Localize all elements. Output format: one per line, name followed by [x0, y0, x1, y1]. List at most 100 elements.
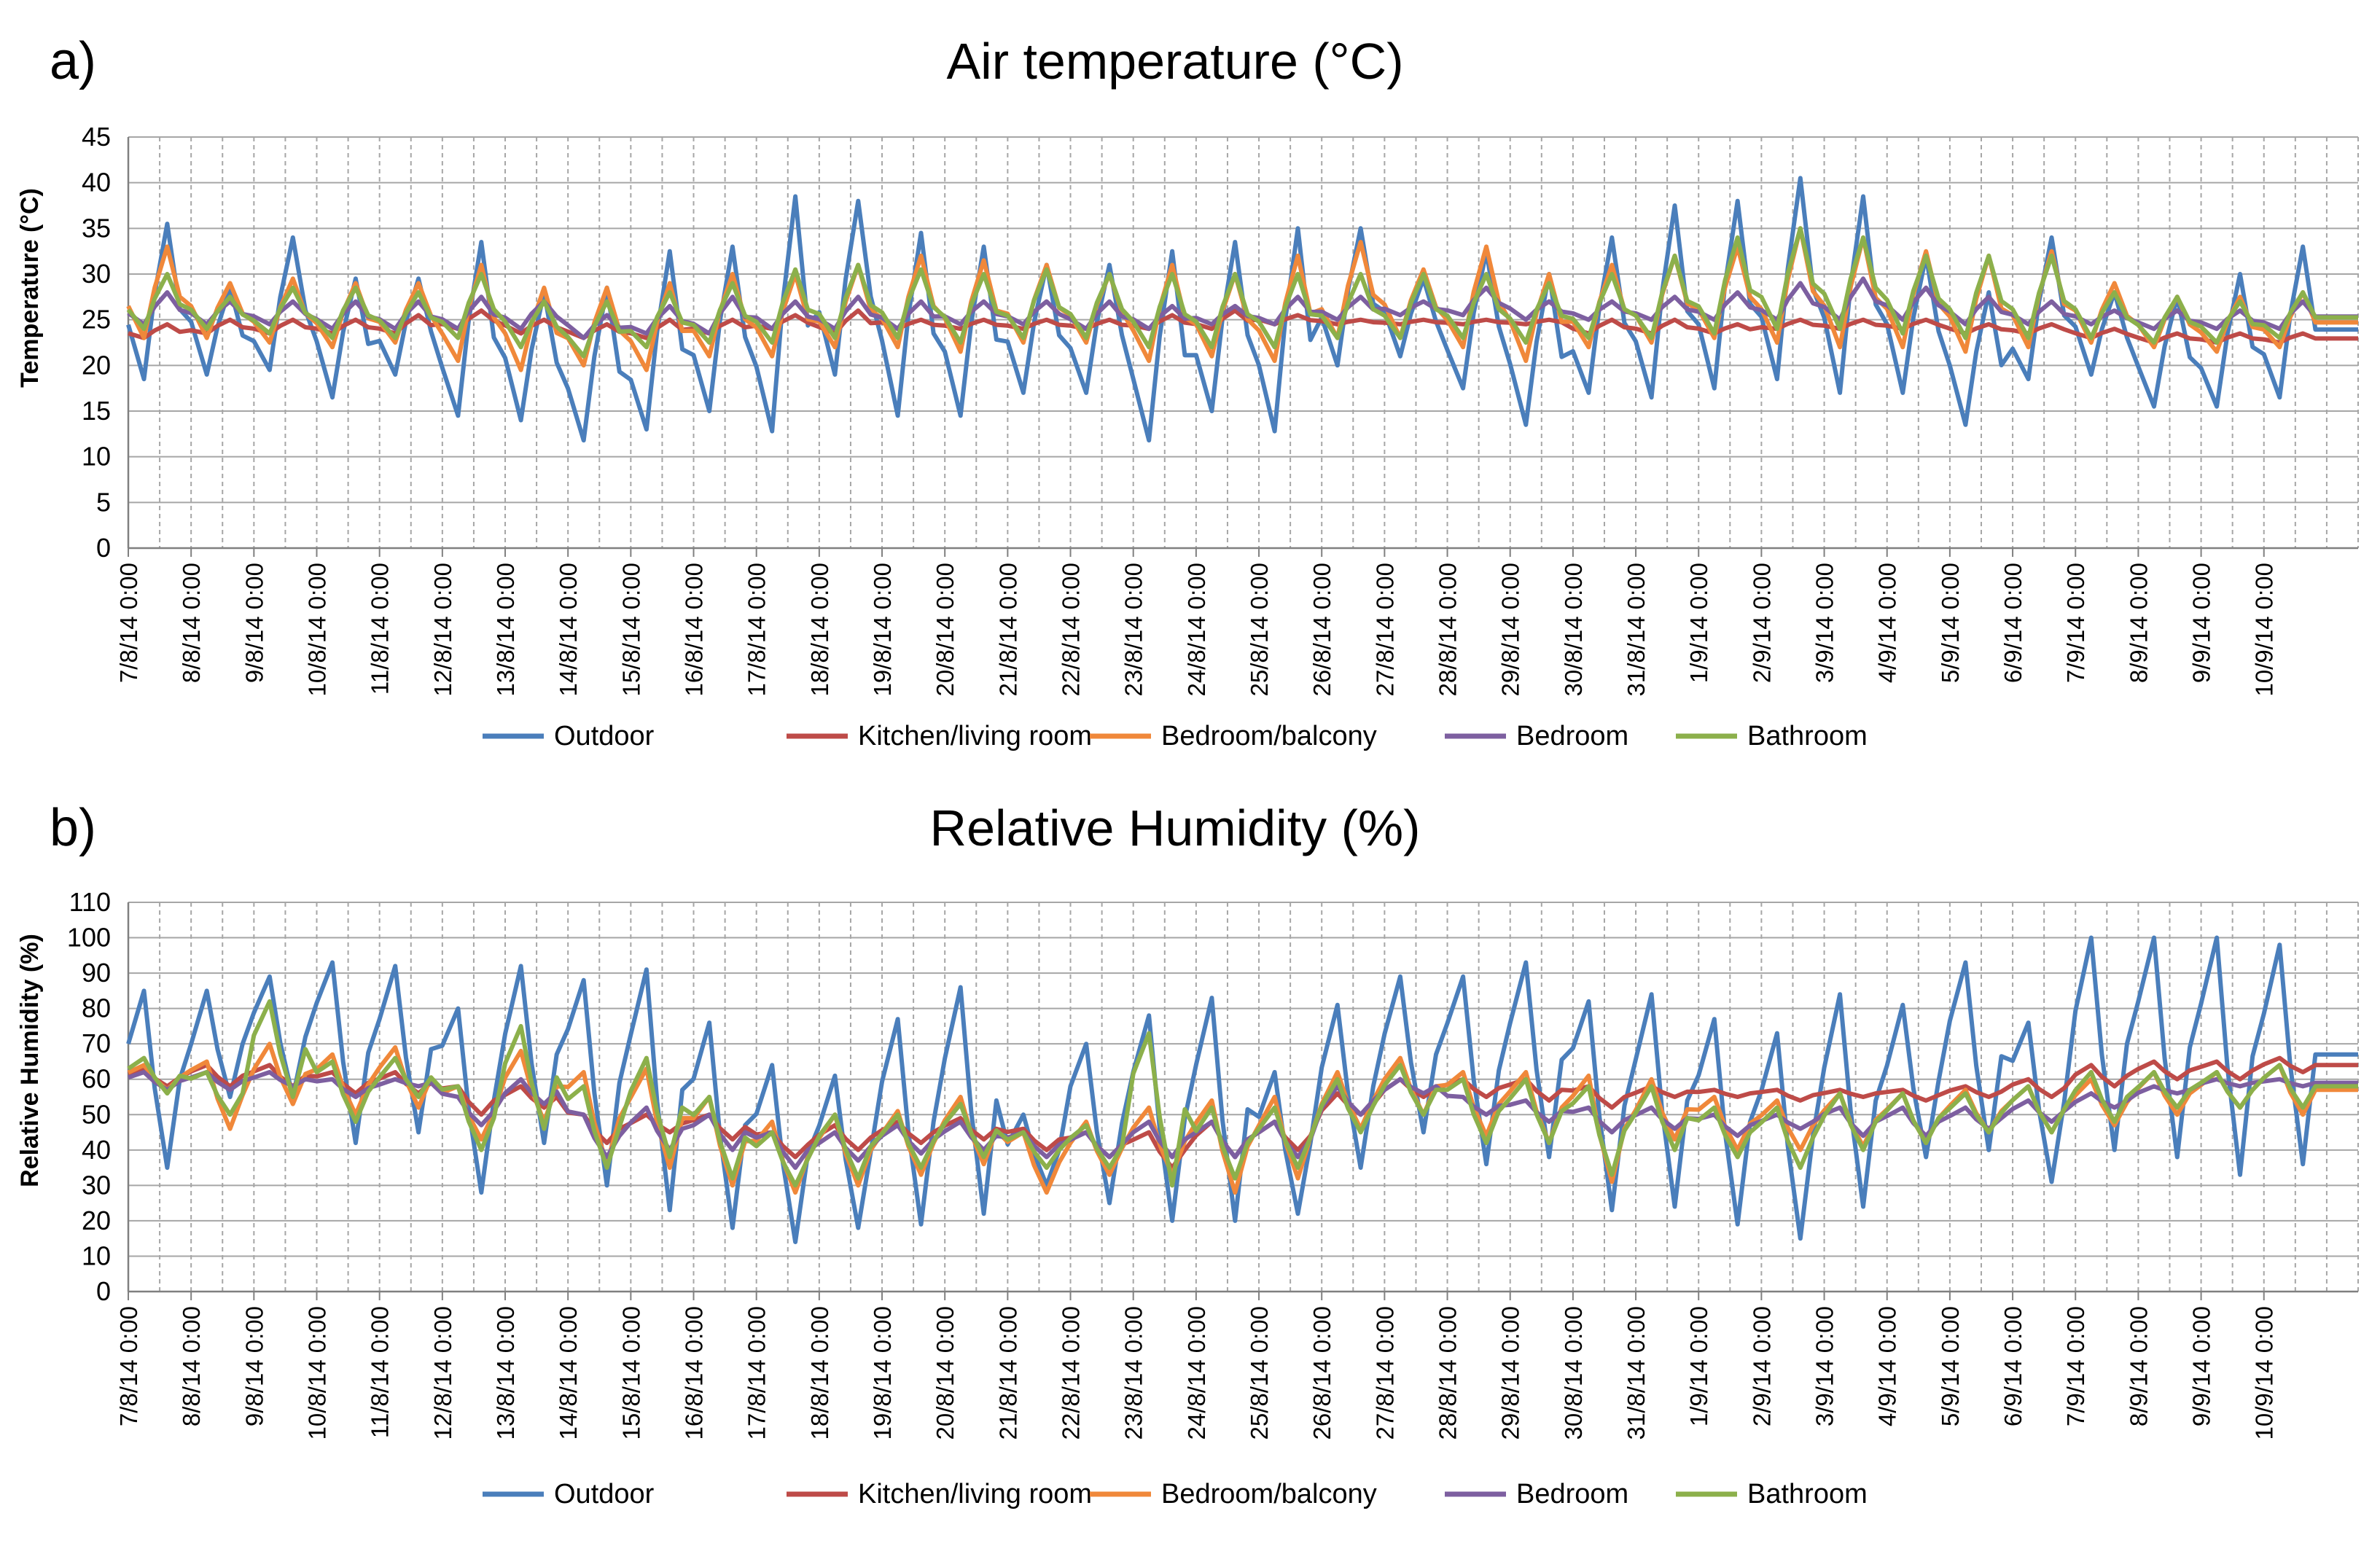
x-tick-label: 7/9/14 0:00	[2062, 563, 2089, 683]
x-tick-label: 31/8/14 0:00	[1623, 1306, 1650, 1440]
chart-title-humidity: Relative Humidity (%)	[930, 800, 1421, 856]
x-tick-label: 4/9/14 0:00	[1874, 563, 1901, 683]
x-tick-label: 5/9/14 0:00	[1937, 1306, 1964, 1426]
series-line-outdoor	[126, 176, 2358, 443]
x-tick-label: 6/9/14 0:00	[1999, 1306, 2026, 1426]
y-tick-label: 20	[82, 1206, 111, 1235]
x-tick-label: 10/9/14 0:00	[2251, 563, 2278, 697]
x-tick-label: 9/8/14 0:00	[241, 1306, 268, 1426]
x-tick-label: 9/9/14 0:00	[2188, 1306, 2215, 1426]
x-tick-label: 27/8/14 0:00	[1371, 563, 1398, 697]
x-tick-label: 28/8/14 0:00	[1435, 563, 1462, 697]
legend-label: Bedroom/balcony	[1161, 1479, 1377, 1509]
x-tick-label: 3/9/14 0:00	[1811, 563, 1838, 683]
y-tick-label: 15	[82, 396, 111, 426]
x-tick-label: 10/8/14 0:00	[304, 1306, 331, 1440]
x-tick-label: 26/8/14 0:00	[1308, 563, 1335, 697]
panel-label-a: a)	[50, 32, 96, 90]
x-tick-label: 15/8/14 0:00	[617, 563, 644, 697]
x-tick-label: 31/8/14 0:00	[1623, 563, 1650, 697]
series-line-bathroom	[127, 999, 2358, 1188]
x-tick-label: 15/8/14 0:00	[617, 1306, 644, 1440]
legend-label: Outdoor	[554, 721, 655, 751]
legend: Outdoor Kitchen/living room Bedroom/balcon…	[483, 721, 1868, 751]
x-tick-label: 23/8/14 0:00	[1120, 1306, 1147, 1440]
data-series	[126, 176, 2358, 443]
legend-item-bathroom: Bathroom	[1676, 721, 1868, 751]
x-tick-label: 7/9/14 0:00	[2062, 1306, 2089, 1426]
legend-label: Bedroom/balcony	[1161, 721, 1377, 751]
x-axis-ticks: 7/8/14 0:00 8/8/14 0:00 9/8/14 0:00 10/8/14…	[115, 548, 2278, 697]
x-tick-label: 11/8/14 0:00	[367, 563, 394, 695]
y-tick-label: 5	[96, 487, 111, 517]
y-tick-label: 0	[96, 533, 111, 563]
x-tick-label: 11/8/14 0:00	[367, 1306, 394, 1438]
x-tick-label: 5/9/14 0:00	[1937, 563, 1964, 683]
x-tick-label: 25/8/14 0:00	[1246, 1306, 1273, 1440]
panel-label-b: b)	[50, 799, 96, 857]
x-tick-label: 21/8/14 0:00	[994, 563, 1021, 697]
x-tick-label: 20/8/14 0:00	[932, 563, 959, 697]
temperature-chart: a) Air temperature (°C) Temperature (°C)…	[16, 32, 2359, 751]
x-tick-label: 18/8/14 0:00	[806, 563, 833, 697]
y-tick-label: 0	[96, 1276, 111, 1306]
series-line-bathroom	[126, 226, 2358, 359]
x-tick-label: 13/8/14 0:00	[492, 1306, 519, 1440]
legend-item-bedroom: Bedroom	[1445, 721, 1628, 751]
y-tick-label: 10	[82, 1241, 111, 1270]
x-tick-label: 29/8/14 0:00	[1497, 563, 1524, 697]
x-tick-label: 6/9/14 0:00	[1999, 563, 2026, 683]
legend-label: Bathroom	[1747, 721, 1868, 751]
legend-item-bedroom-balcony: Bedroom/balcony	[1090, 721, 1377, 751]
x-tick-label: 21/8/14 0:00	[994, 1306, 1021, 1440]
legend-item-bathroom: Bathroom	[1676, 1479, 1868, 1509]
x-tick-label: 22/8/14 0:00	[1058, 563, 1085, 697]
x-tick-label: 8/8/14 0:00	[178, 1306, 205, 1426]
x-tick-label: 14/8/14 0:00	[555, 1306, 582, 1440]
chart-title-temperature: Air temperature (°C)	[946, 33, 1403, 90]
x-tick-label: 7/8/14 0:00	[115, 1306, 142, 1426]
legend-label: Bedroom	[1516, 721, 1628, 751]
x-tick-label: 2/9/14 0:00	[1748, 1306, 1775, 1426]
series-line-bedroom	[127, 276, 2358, 340]
x-tick-label: 4/9/14 0:00	[1874, 1306, 1901, 1426]
x-tick-label: 1/9/14 0:00	[1685, 1306, 1712, 1426]
x-tick-label: 23/8/14 0:00	[1120, 563, 1147, 697]
x-tick-label: 17/8/14 0:00	[744, 563, 770, 697]
legend-label: Kitchen/living room	[858, 721, 1092, 751]
x-tick-label: 30/8/14 0:00	[1560, 1306, 1587, 1440]
legend-item-kitchen-living-room: Kitchen/living room	[787, 1479, 1092, 1509]
y-tick-label: 40	[82, 1135, 111, 1165]
y-tick-label: 80	[82, 993, 111, 1023]
y-tick-label: 50	[82, 1099, 111, 1129]
y-tick-label: 110	[69, 887, 111, 917]
x-tick-label: 28/8/14 0:00	[1435, 1306, 1462, 1440]
y-tick-label: 100	[67, 923, 111, 953]
legend: Outdoor Kitchen/living room Bedroom/balcon…	[483, 1479, 1868, 1509]
data-series	[126, 935, 2358, 1244]
x-tick-label: 29/8/14 0:00	[1497, 1306, 1524, 1440]
x-tick-label: 24/8/14 0:00	[1183, 1306, 1210, 1440]
x-axis-ticks: 7/8/14 0:00 8/8/14 0:00 9/8/14 0:00 10/8/14…	[115, 1292, 2278, 1440]
y-axis-label-humidity: Relative Humidity (%)	[16, 934, 44, 1187]
x-tick-label: 8/9/14 0:00	[2125, 1306, 2152, 1426]
x-tick-label: 10/8/14 0:00	[304, 563, 331, 697]
x-tick-label: 14/8/14 0:00	[555, 563, 582, 697]
x-tick-label: 1/9/14 0:00	[1685, 563, 1712, 683]
humidity-chart: b) Relative Humidity (%) Relative Humidi…	[16, 799, 2359, 1509]
y-tick-label: 20	[82, 350, 111, 380]
legend-item-bedroom: Bedroom	[1445, 1479, 1628, 1509]
x-tick-label: 7/8/14 0:00	[115, 563, 142, 683]
legend-label: Outdoor	[554, 1479, 655, 1509]
x-tick-label: 8/9/14 0:00	[2125, 563, 2152, 683]
y-tick-label: 45	[82, 122, 111, 152]
x-tick-label: 10/9/14 0:00	[2251, 1306, 2278, 1440]
y-tick-label: 90	[82, 958, 111, 988]
x-tick-label: 18/8/14 0:00	[806, 1306, 833, 1440]
y-axis-ticks: 0 10 20 30 40 50 60 70 80 90 100 110	[67, 887, 111, 1306]
x-tick-label: 30/8/14 0:00	[1560, 563, 1587, 697]
y-tick-label: 60	[82, 1064, 111, 1094]
legend-label: Kitchen/living room	[858, 1479, 1092, 1509]
x-tick-label: 16/8/14 0:00	[681, 1306, 708, 1440]
